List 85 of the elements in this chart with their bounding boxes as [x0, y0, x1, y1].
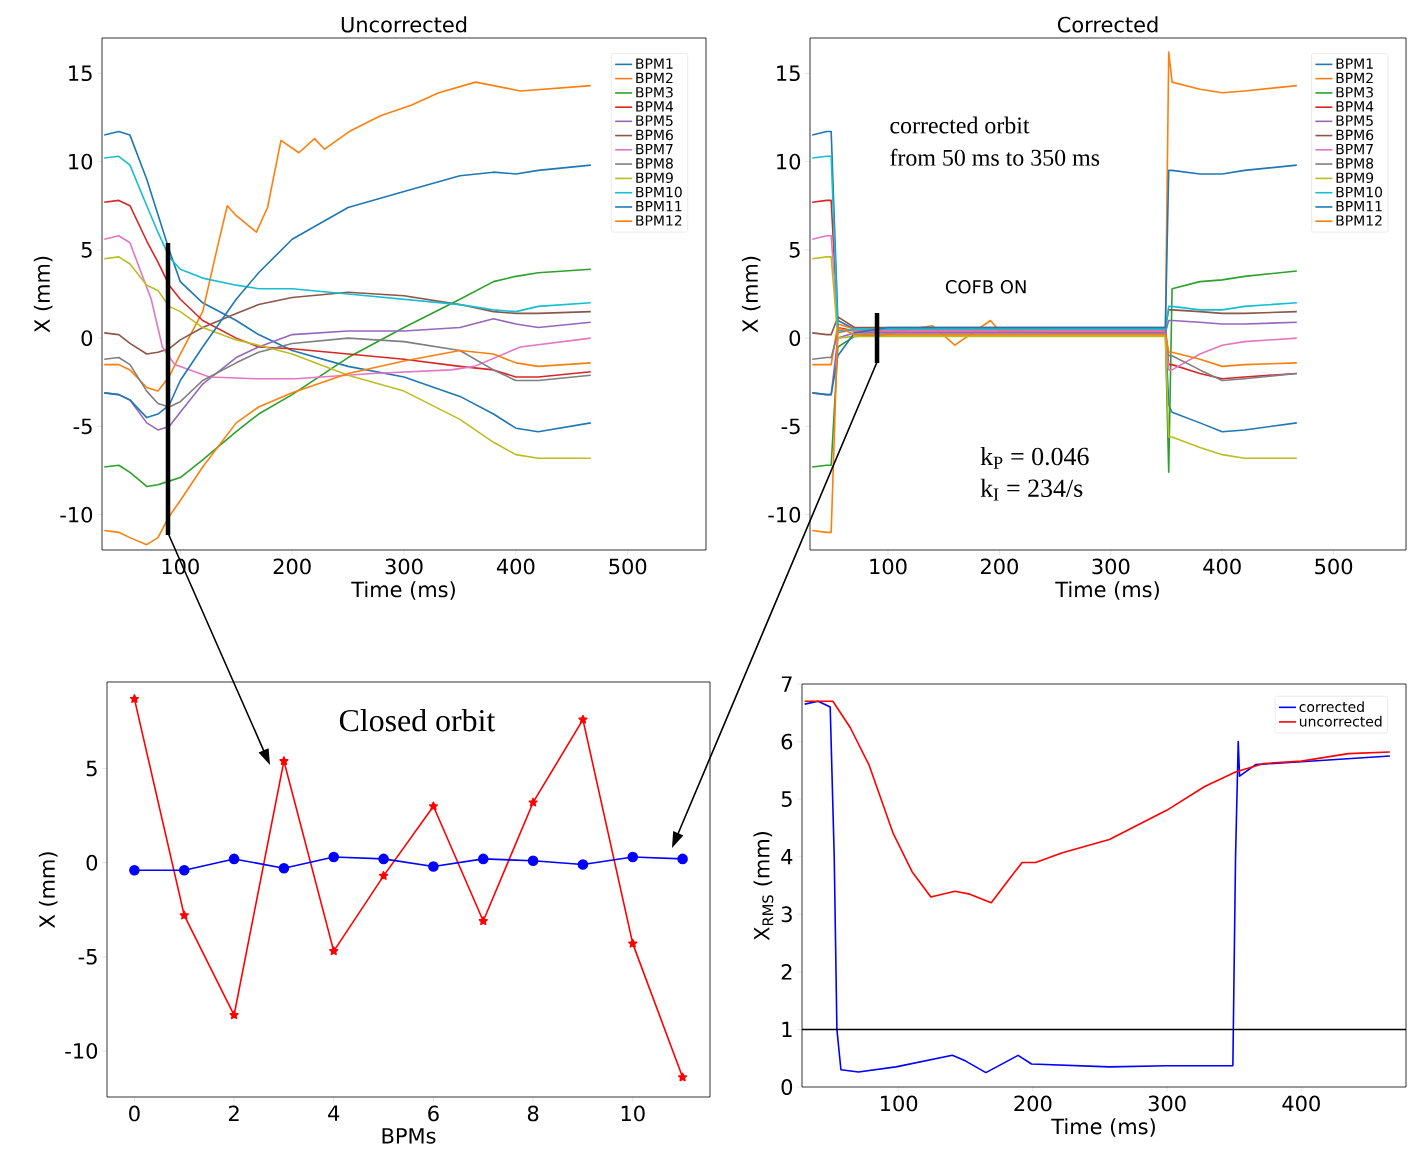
- x-tick-label: 200: [1014, 1095, 1052, 1112]
- y-tick-label: 2: [781, 964, 792, 980]
- legend-label: BPM4: [636, 101, 674, 112]
- y-tick-label: -5: [73, 418, 92, 435]
- y-tick-label: 15: [777, 65, 800, 82]
- y-tick-label: 5: [789, 242, 800, 258]
- x-tick-label: 4: [328, 1105, 340, 1121]
- y-tick-label: -5: [78, 949, 97, 965]
- y-tick-label: 10: [69, 153, 93, 170]
- x-axis-title: BPMs: [382, 1128, 436, 1144]
- x-tick-label: 500: [609, 558, 647, 575]
- legend-label: BPM3: [636, 87, 673, 98]
- x-tick-label: 100: [870, 558, 907, 575]
- legend-label: uncorrected: [1299, 715, 1382, 727]
- legend-label: BPM1: [1336, 58, 1373, 69]
- legend-label: BPM11: [636, 201, 682, 212]
- annotation: Closed orbit: [339, 708, 496, 732]
- legend-label: BPM11: [1336, 201, 1382, 212]
- y-axis-title: X$_{RMS}$ (mm): [753, 831, 774, 941]
- annotation: corrected orbit: [890, 116, 1030, 134]
- y-axis-title: X (mm): [38, 852, 58, 928]
- y-tick-label: 7: [781, 676, 792, 692]
- legend-label: BPM8: [636, 158, 673, 169]
- y-tick-label: 4: [781, 849, 793, 865]
- y-tick-label: -10: [768, 506, 801, 523]
- legend-label: BPM12: [1336, 215, 1382, 226]
- y-tick-label: 10: [777, 153, 801, 170]
- x-tick-label: 200: [980, 558, 1018, 575]
- y-tick-label: 3: [781, 906, 792, 923]
- y-tick-label: 5: [86, 760, 97, 777]
- x-tick-label: 300: [1092, 558, 1130, 575]
- y-tick-label: -10: [65, 1042, 98, 1059]
- y-axis-title: X (mm): [33, 256, 53, 333]
- y-tick-label: 5: [781, 791, 792, 807]
- x-axis-title: Time (ms): [1055, 581, 1159, 600]
- legend-label: BPM12: [636, 215, 682, 226]
- x-tick-label: 100: [880, 1095, 918, 1112]
- y-tick-label: 0: [86, 854, 98, 871]
- y-tick-label: 6: [781, 733, 793, 750]
- y-axis-title: X (mm): [741, 256, 761, 333]
- annotation: COFB ON: [945, 280, 1026, 294]
- x-tick-label: 400: [496, 558, 535, 575]
- legend-label: corrected: [1299, 701, 1364, 713]
- legend-label: BPM7: [636, 143, 673, 155]
- y-tick-label: 1: [782, 1021, 792, 1038]
- annotation: k$_{I}$ = 234/s: [980, 478, 1083, 501]
- x-tick-label: 300: [1148, 1095, 1186, 1112]
- x-tick-label: 8: [527, 1105, 539, 1122]
- x-tick-label: 10: [621, 1105, 645, 1122]
- annotation: k$_{P}$ = 0.046: [980, 447, 1089, 469]
- legend-label: BPM6: [1336, 129, 1374, 141]
- annotation: from 50 ms to 350 ms: [890, 148, 1100, 166]
- y-tick-label: -10: [60, 506, 93, 523]
- chart-title: Corrected: [1057, 16, 1158, 33]
- x-tick-label: 2: [228, 1105, 239, 1122]
- legend-label: BPM2: [1336, 72, 1373, 84]
- x-tick-label: 200: [273, 558, 311, 575]
- y-tick-label: 15: [69, 65, 92, 82]
- legend-label: BPM7: [1336, 143, 1373, 155]
- x-tick-label: 400: [1282, 1095, 1320, 1112]
- legend-label: BPM3: [1336, 87, 1373, 98]
- x-tick-label: 6: [428, 1105, 439, 1122]
- legend-label: BPM5: [636, 115, 673, 126]
- legend-label: BPM6: [636, 129, 673, 141]
- y-tick-label: 0: [789, 330, 801, 347]
- legend-label: BPM8: [1336, 158, 1374, 169]
- y-tick-label: 0: [81, 330, 93, 347]
- legend-label: BPM5: [1336, 115, 1373, 126]
- x-tick-label: 300: [385, 558, 423, 575]
- legend-label: BPM10: [636, 186, 682, 198]
- x-axis-title: Time (ms): [351, 581, 455, 600]
- x-tick-label: 400: [1203, 558, 1241, 575]
- y-tick-label: 0: [781, 1079, 793, 1095]
- legend-label: BPM9: [1336, 172, 1374, 184]
- chart-title: Uncorrected: [341, 16, 467, 33]
- legend-label: BPM9: [636, 172, 673, 184]
- x-tick-label: 0: [129, 1105, 140, 1122]
- x-axis-title: Time (ms): [1051, 1118, 1155, 1137]
- legend-label: BPM1: [636, 58, 673, 69]
- legend-label: BPM4: [1336, 101, 1374, 112]
- y-tick-label: 5: [81, 242, 92, 258]
- legend-label: BPM2: [636, 72, 673, 84]
- x-tick-label: 500: [1315, 558, 1353, 575]
- legend-label: BPM10: [1336, 186, 1383, 198]
- y-tick-label: -5: [781, 418, 800, 435]
